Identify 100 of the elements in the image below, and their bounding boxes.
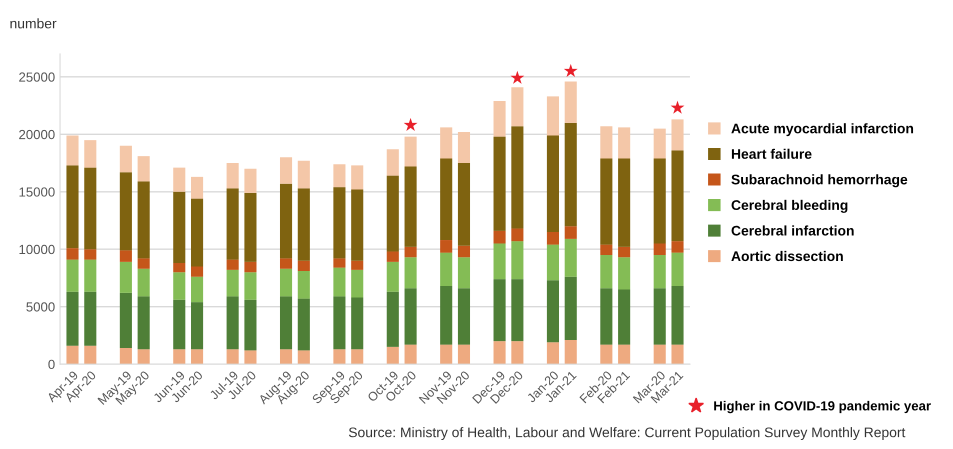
bar [280, 296, 292, 350]
bar [618, 289, 630, 345]
bar [564, 276, 577, 340]
bar [226, 349, 239, 364]
bar [84, 260, 96, 292]
bar [564, 238, 577, 277]
bar [618, 257, 630, 290]
bar [618, 158, 630, 247]
bar [84, 168, 96, 250]
bar [600, 344, 612, 364]
bar [494, 279, 506, 342]
bar [564, 226, 577, 239]
bar [333, 349, 346, 364]
bar [226, 296, 239, 350]
source-note: Source: Ministry of Health, Labour and Welfare: Current Population Survey Monthly Report [348, 427, 906, 440]
bar [458, 257, 470, 288]
bar [191, 302, 204, 350]
bar [280, 258, 292, 269]
bar [511, 228, 524, 242]
bar [173, 263, 186, 272]
bar [386, 346, 399, 364]
bar [671, 286, 684, 345]
bar [546, 280, 560, 342]
bar [191, 198, 204, 266]
bar [654, 288, 666, 345]
legend-label: Cerebral bleeding [732, 200, 848, 213]
bar [386, 149, 399, 176]
bar [333, 296, 346, 350]
bar [404, 246, 417, 258]
bar [458, 246, 470, 258]
bar [173, 192, 186, 264]
y-tick-label: 0 [48, 360, 55, 370]
legend-label: Acute myocardial infarction [731, 123, 914, 136]
bar [298, 298, 310, 350]
bar [511, 341, 524, 364]
legend-label: Subarachnoid hemorrhage [731, 174, 908, 188]
bar [564, 340, 577, 364]
bar [351, 260, 364, 270]
bar [440, 252, 452, 286]
bar [280, 349, 292, 364]
bar [386, 176, 399, 252]
bar [120, 172, 132, 250]
bar [226, 163, 239, 188]
bar [66, 346, 79, 364]
bar [458, 163, 470, 246]
bar [440, 240, 452, 253]
bar [654, 158, 666, 244]
bar [494, 341, 506, 364]
bar [511, 279, 524, 342]
bar [120, 292, 132, 348]
bar [66, 248, 79, 260]
bar [618, 344, 630, 364]
bar [440, 286, 452, 345]
bar [654, 243, 666, 255]
bar [298, 160, 310, 188]
bar [546, 135, 560, 232]
bar [173, 272, 186, 300]
bar [351, 165, 364, 190]
bar [564, 122, 577, 226]
bar [351, 297, 364, 350]
bar [138, 349, 150, 364]
bar [618, 127, 630, 158]
bar [191, 176, 204, 199]
y-tick-label: 5000 [26, 302, 55, 312]
bar [654, 344, 666, 364]
bar [298, 350, 310, 364]
bar [600, 288, 612, 345]
y-tick-label: 10000 [19, 244, 55, 254]
bar [298, 188, 310, 261]
bar [333, 187, 346, 258]
bar [280, 184, 292, 258]
bar [173, 349, 186, 364]
bar [404, 136, 417, 166]
y-tick-label: 20000 [19, 130, 55, 140]
bar [671, 252, 684, 286]
y-tick-label: 25000 [19, 72, 55, 82]
bar [440, 344, 452, 364]
y-axis-title: number [10, 18, 56, 28]
legend-label: Higher in COVID-19 pandemic year [714, 400, 931, 414]
bar [66, 292, 79, 346]
bar [244, 300, 256, 350]
bar [600, 254, 612, 288]
bar [84, 346, 96, 364]
bar [351, 270, 364, 298]
bar [440, 127, 452, 158]
bar [546, 244, 560, 280]
bar [173, 300, 186, 350]
bar [546, 232, 560, 245]
bar [546, 342, 560, 364]
bar [138, 258, 150, 269]
bar [226, 188, 239, 260]
legend-label: Cerebral infarction [732, 225, 854, 236]
bar [351, 349, 364, 364]
bar [66, 260, 79, 292]
bar [404, 344, 417, 364]
bar [671, 241, 684, 253]
bar [458, 132, 470, 164]
bar [120, 250, 132, 262]
bar [386, 262, 399, 292]
bar [280, 268, 292, 296]
